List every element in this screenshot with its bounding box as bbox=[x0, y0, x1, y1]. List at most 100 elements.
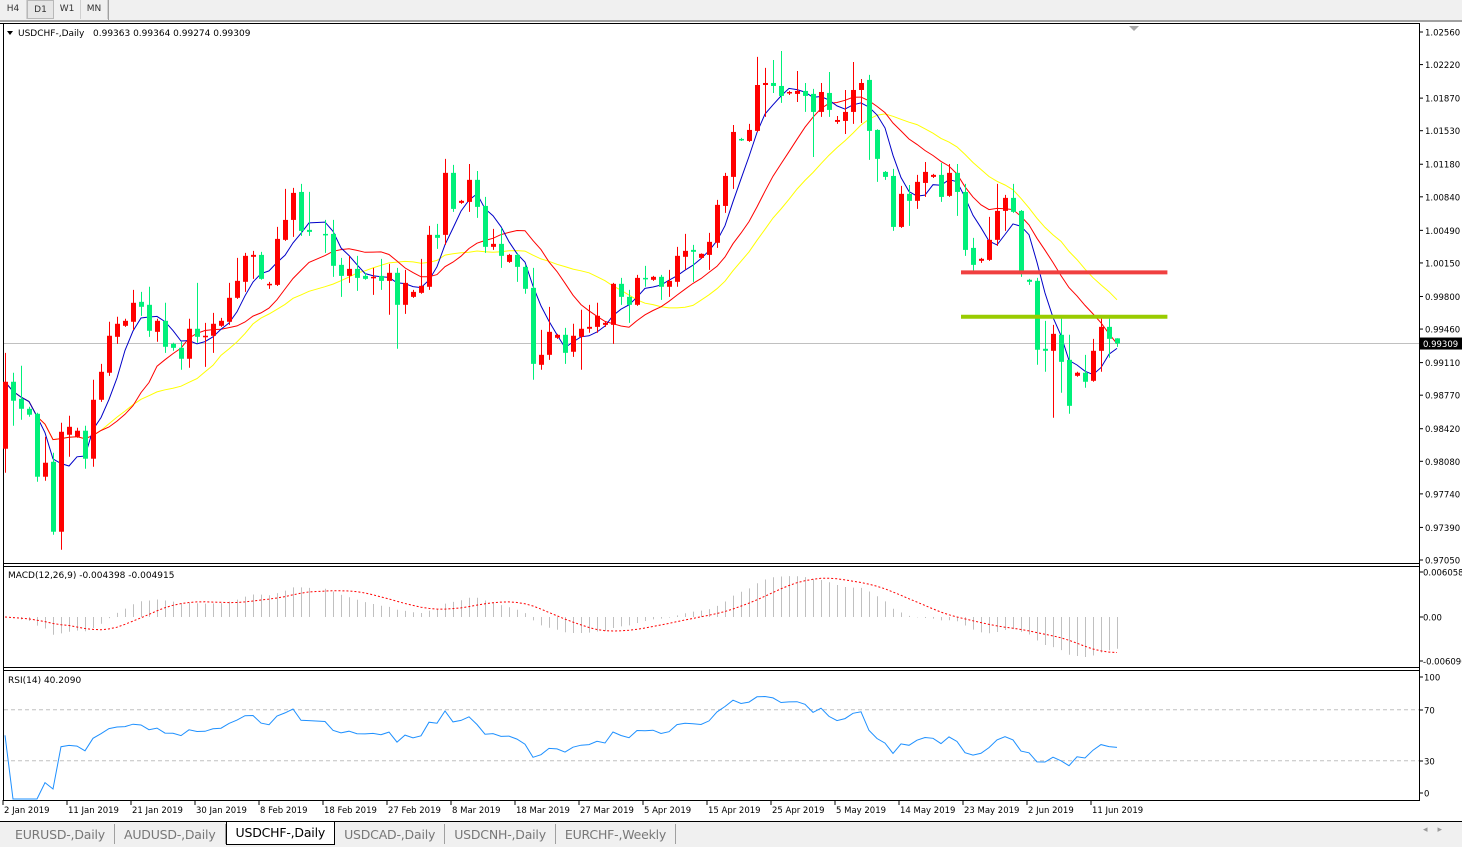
candle bbox=[555, 333, 560, 339]
candle-body bbox=[187, 328, 192, 359]
candle-body bbox=[99, 371, 104, 400]
candle-body bbox=[203, 335, 208, 338]
candle-body bbox=[571, 335, 576, 352]
tab-usdcnh-daily[interactable]: USDCNH-,Daily bbox=[445, 824, 556, 844]
date-axis-label: 5 May 2019 bbox=[836, 806, 886, 816]
price-axis-label: 0.99800 bbox=[1425, 293, 1460, 303]
timeframe-w1-button[interactable]: W1 bbox=[54, 0, 81, 19]
candle-body bbox=[627, 296, 632, 305]
candle-body bbox=[795, 90, 800, 94]
candle bbox=[195, 282, 200, 343]
candle-body bbox=[1115, 338, 1120, 344]
chart-canvas[interactable]: 1.02560 1.02220 1.01870 1.01530 1.01180 1.008… bbox=[0, 0, 1462, 822]
candle bbox=[283, 188, 288, 241]
candle bbox=[323, 219, 328, 253]
date-axis-label: 11 Jan 2019 bbox=[68, 806, 119, 816]
candle bbox=[891, 168, 896, 231]
tab-audusd-daily[interactable]: AUDUSD-,Daily bbox=[115, 824, 226, 844]
scroll-right-icon[interactable]: ▸ bbox=[1437, 825, 1452, 835]
candle-body bbox=[11, 381, 16, 401]
candle-body bbox=[643, 277, 648, 280]
candle-body bbox=[515, 254, 520, 267]
candle-body bbox=[499, 243, 504, 256]
candle-body bbox=[355, 268, 360, 278]
candle bbox=[427, 225, 432, 290]
date-axis-label: 5 Apr 2019 bbox=[644, 806, 691, 816]
candle bbox=[987, 216, 992, 261]
pane-frames bbox=[0, 21, 1462, 801]
tab-usdchf-daily[interactable]: USDCHF-,Daily bbox=[225, 822, 336, 845]
date-axis-label: 18 Feb 2019 bbox=[324, 806, 377, 816]
candle-body bbox=[819, 91, 824, 112]
candle bbox=[267, 281, 272, 289]
ma-slow-line bbox=[4, 113, 1118, 441]
candle bbox=[99, 363, 104, 402]
candle-body bbox=[227, 297, 232, 322]
candle-body bbox=[659, 276, 664, 287]
candle-body bbox=[587, 326, 592, 329]
candle bbox=[595, 302, 600, 333]
candle-body bbox=[771, 82, 776, 86]
candle bbox=[243, 252, 248, 292]
candle-body bbox=[67, 426, 72, 435]
candle bbox=[139, 291, 144, 316]
candle bbox=[395, 267, 400, 349]
candle bbox=[147, 286, 152, 337]
candle-body bbox=[363, 275, 368, 279]
candle bbox=[955, 163, 960, 216]
candle bbox=[1059, 317, 1064, 393]
candle bbox=[819, 82, 824, 117]
candle-body bbox=[851, 89, 856, 112]
candle-body bbox=[859, 82, 864, 90]
scroll-left-icon[interactable]: ◂ bbox=[1422, 825, 1438, 835]
candle bbox=[491, 228, 496, 250]
candle-body bbox=[683, 250, 688, 257]
candle-body bbox=[291, 192, 296, 220]
candle bbox=[27, 406, 32, 417]
candle-body bbox=[979, 258, 984, 261]
candle-body bbox=[403, 282, 408, 305]
candle bbox=[683, 233, 688, 270]
candle-body bbox=[467, 179, 472, 202]
candle-body bbox=[803, 90, 808, 96]
main-pane bbox=[3, 50, 1419, 550]
date-axis-label: 15 Apr 2019 bbox=[708, 806, 761, 816]
tab-eurchf-weekly[interactable]: EURCHF-,Weekly bbox=[556, 824, 677, 844]
candle bbox=[451, 164, 456, 212]
date-axis-label: 27 Feb 2019 bbox=[388, 806, 441, 816]
candle bbox=[339, 257, 344, 297]
candle bbox=[107, 321, 112, 376]
candle bbox=[875, 129, 880, 182]
dropdown-triangle-icon[interactable] bbox=[7, 31, 13, 35]
candle-body bbox=[675, 255, 680, 282]
candle bbox=[931, 173, 936, 178]
candle-body bbox=[1003, 197, 1008, 211]
date-axis-label: 8 Mar 2019 bbox=[452, 806, 500, 816]
candle bbox=[563, 327, 568, 364]
candle-body bbox=[611, 283, 616, 325]
chart-symbol-title: USDCHF-,Daily bbox=[18, 29, 85, 39]
timeframe-h4-button[interactable]: H4 bbox=[0, 0, 27, 19]
axes: 1.02560 1.02220 1.01870 1.01530 1.01180 1.008… bbox=[2, 29, 1462, 816]
tab-usdcad-daily[interactable]: USDCAD-,Daily bbox=[335, 824, 446, 844]
chart-shift-marker-icon[interactable] bbox=[1129, 26, 1139, 31]
candle bbox=[971, 237, 976, 271]
candle bbox=[347, 255, 352, 283]
candle-body bbox=[939, 174, 944, 197]
candle bbox=[915, 174, 920, 209]
macd-pane bbox=[4, 576, 1118, 658]
candle-body bbox=[963, 191, 968, 250]
candle bbox=[739, 137, 744, 141]
rsi-title: RSI(14) 40.2090 bbox=[8, 676, 81, 686]
candle bbox=[803, 82, 808, 112]
candle bbox=[171, 342, 176, 351]
rsi-axis-label: 100 bbox=[1424, 674, 1440, 684]
chart-tab-bar: EURUSD-,Daily AUDUSD-,Daily USDCHF-,Dail… bbox=[0, 821, 1462, 847]
timeframe-d1-button[interactable]: D1 bbox=[27, 0, 54, 19]
candle-body bbox=[59, 431, 64, 532]
tab-eurusd-daily[interactable]: EURUSD-,Daily bbox=[6, 824, 115, 844]
timeframe-mn-button[interactable]: MN bbox=[81, 0, 108, 19]
candle bbox=[499, 227, 504, 268]
candle-body bbox=[755, 84, 760, 131]
candle-body bbox=[451, 172, 456, 209]
